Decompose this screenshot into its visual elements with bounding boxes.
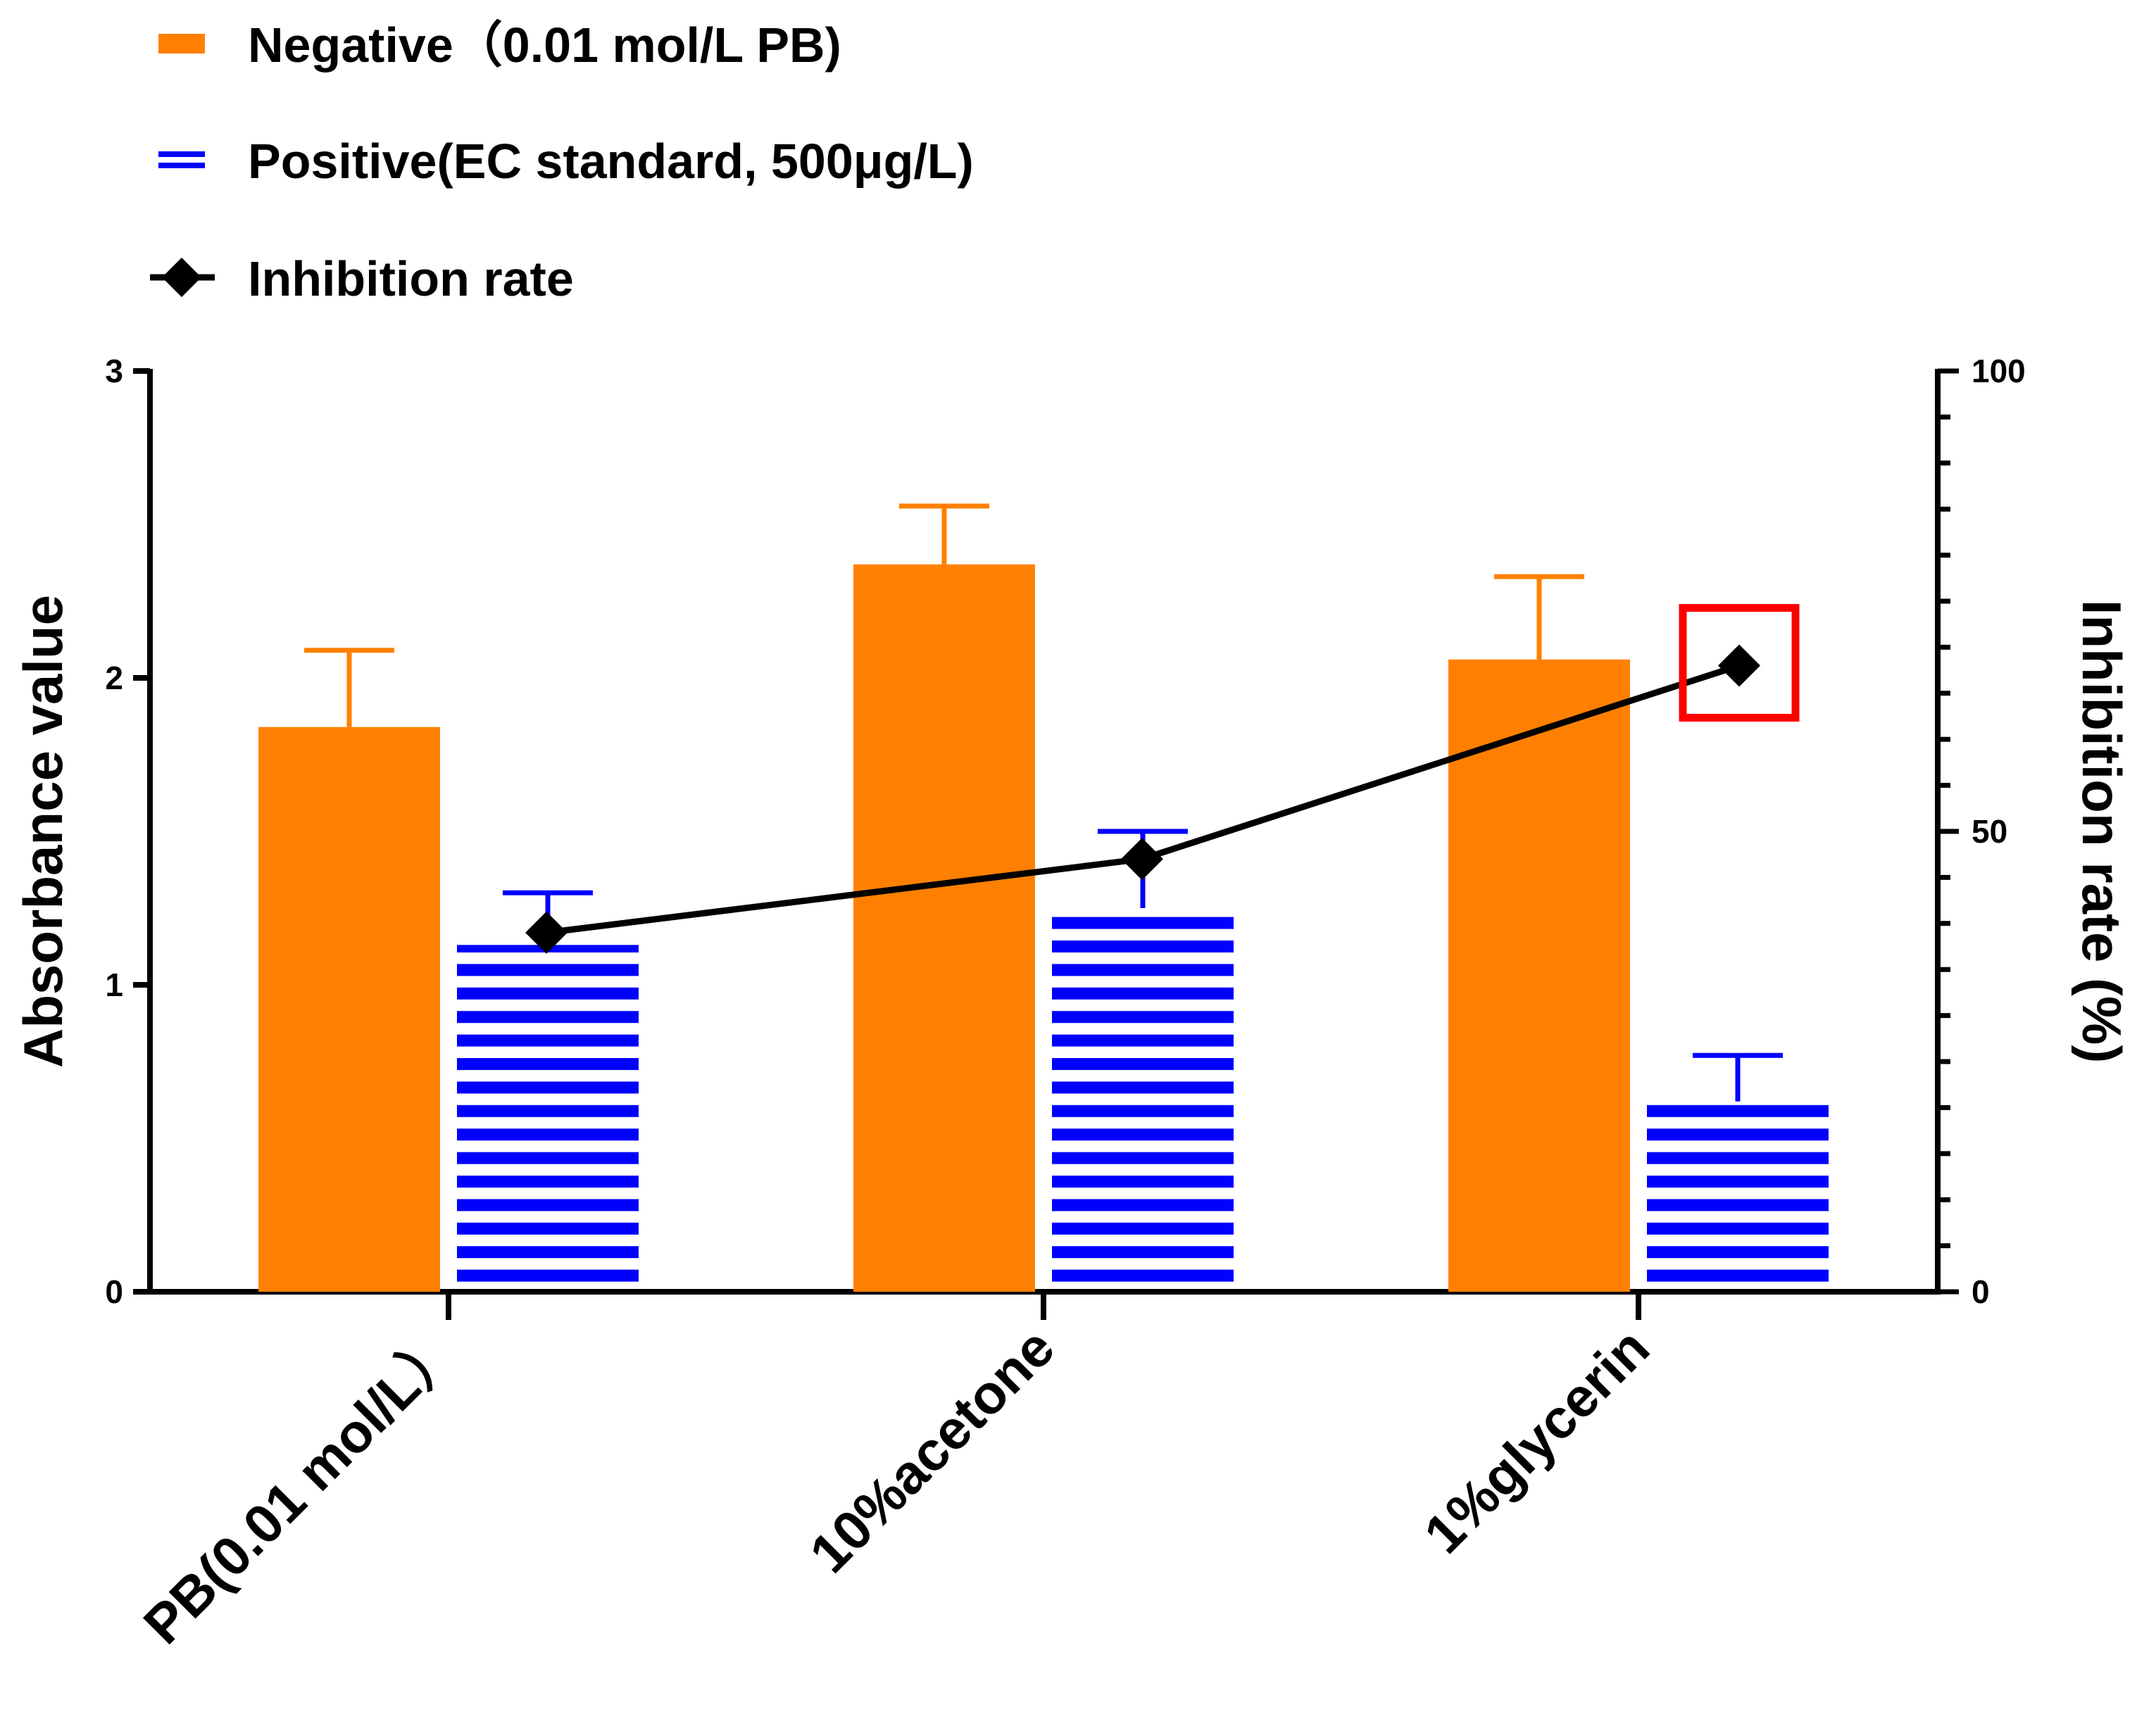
- bar-positive: [457, 945, 639, 1289]
- axes: [133, 368, 1959, 1320]
- legend: Negative（0.01 mol/L PB) Positive(EC stan…: [150, 18, 974, 306]
- x-tick-label: 10%acetone: [798, 1316, 1066, 1585]
- legend-swatch-stripe: [158, 151, 205, 157]
- inhibition-rate-marker: [1121, 838, 1163, 881]
- legend-label-positive: Positive(EC standard, 500μg/L): [248, 134, 974, 189]
- bar-negative: [853, 564, 1035, 1292]
- inhibition-rate-line: [525, 604, 1800, 954]
- bars: [258, 564, 1829, 1292]
- legend-label-negative: Negative（0.01 mol/L PB): [248, 18, 841, 73]
- y-left-axis-label: Absorbance value: [12, 595, 74, 1068]
- y-right-tick-label: 50: [1972, 813, 2007, 850]
- y-left-tick-labels: 0 1 2 3: [105, 353, 123, 1310]
- y-left-tick-label: 1: [105, 967, 123, 1003]
- legend-swatch-diamond: [162, 258, 201, 297]
- highlight-box: [1679, 604, 1800, 722]
- inhibition-rate-marker: [1718, 644, 1760, 687]
- y-left-tick-label: 3: [105, 353, 123, 389]
- y-left-tick-label: 0: [105, 1273, 123, 1310]
- legend-label-inhibition-rate: Inhibition rate: [248, 251, 574, 306]
- y-left-tick-label: 2: [105, 660, 123, 696]
- legend-swatch-inhibition-rate: [150, 258, 215, 297]
- inhibition-rate-marker: [525, 911, 568, 954]
- legend-swatch-positive: [158, 151, 205, 168]
- bar-positive: [1647, 1101, 1829, 1289]
- x-tick-label: 1%glycerin: [1412, 1316, 1661, 1565]
- y-right-tick-label: 100: [1972, 353, 2026, 389]
- x-tick-label: PB(0.01 mol/L）: [132, 1316, 471, 1656]
- y-right-axis-label: Inhibition rate (%): [2071, 600, 2133, 1064]
- y-right-tick-label: 0: [1972, 1273, 1990, 1310]
- y-right-tick-labels: 0 50 100: [1972, 353, 2026, 1310]
- bar-negative: [1448, 659, 1630, 1292]
- legend-swatch-stripe: [158, 163, 205, 168]
- bar-negative: [258, 726, 440, 1292]
- bar-positive: [1052, 908, 1234, 1289]
- legend-swatch-negative: [158, 34, 205, 54]
- x-tick-labels: PB(0.01 mol/L） 10%acetone 1%glycerin: [132, 1316, 1661, 1656]
